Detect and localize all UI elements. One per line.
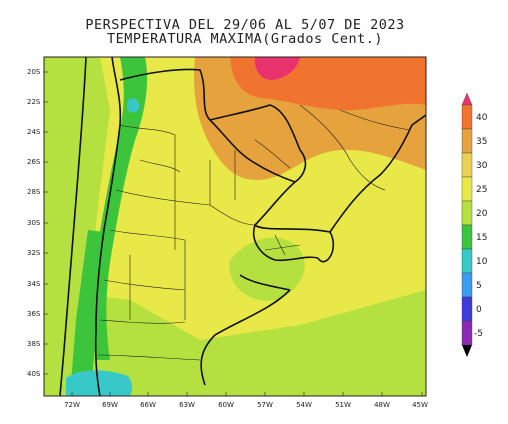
map-frame [43, 56, 427, 397]
colorbar-label: 10 [476, 257, 488, 267]
lon-label: 72W [64, 401, 80, 409]
colorbar-label: 0 [476, 305, 482, 315]
colorbar-segment [461, 224, 473, 250]
map-subtitle: TEMPERATURA MAXIMA(Grados Cent.) [106, 31, 384, 47]
colorbar-segment [461, 296, 473, 322]
longitude-axis: 72W 69W 66W 63W 60W 57W 54W 51W 48W 45W [64, 392, 428, 409]
latitude-axis: 20S 22S 24S 26S 28S 30S 32S 34S 36S 38S … [27, 68, 48, 378]
lat-label: 36S [27, 310, 41, 318]
colorbar-label: 35 [476, 137, 487, 147]
colorbar-segment [461, 104, 473, 130]
lat-label: 34S [27, 280, 41, 288]
colorbar-segment [461, 128, 473, 154]
colorbar-segment [461, 152, 473, 178]
colorbar: 40 35 30 25 20 15 10 5 0 -5 [461, 92, 488, 357]
lon-label: 45W [412, 401, 428, 409]
lat-label: 32S [27, 249, 41, 257]
lat-label: 22S [27, 98, 41, 106]
lat-label: 24S [27, 128, 41, 136]
lat-label: 28S [27, 188, 41, 196]
country-borders [59, 57, 426, 396]
colorbar-label: -5 [474, 329, 483, 339]
lat-label: 30S [27, 219, 41, 227]
colorbar-label: 25 [476, 185, 487, 195]
lon-label: 69W [102, 401, 118, 409]
temperature-field [44, 57, 426, 396]
lat-label: 26S [27, 158, 41, 166]
colorbar-top-arrow [461, 92, 473, 106]
lat-label: 40S [27, 370, 41, 378]
colorbar-segment [461, 200, 473, 226]
colorbar-segment [461, 248, 473, 274]
lon-label: 48W [374, 401, 390, 409]
province-borders [97, 104, 411, 361]
colorbar-segment [461, 176, 473, 202]
colorbar-label: 30 [476, 161, 488, 171]
lon-label: 63W [179, 401, 195, 409]
colorbar-label: 40 [476, 113, 488, 123]
colorbar-segment [461, 320, 473, 346]
lon-label: 57W [257, 401, 273, 409]
lon-label: 54W [296, 401, 312, 409]
lon-label: 66W [140, 401, 156, 409]
lon-label: 60W [218, 401, 234, 409]
map-title: PERSPECTIVA DEL 29/06 AL 5/07 DE 2023 [85, 17, 405, 33]
colorbar-label: 15 [476, 233, 487, 243]
colorbar-label: 5 [476, 281, 482, 291]
lat-label: 38S [27, 340, 41, 348]
lon-label: 51W [335, 401, 351, 409]
colorbar-segment [461, 272, 473, 298]
colorbar-label: 20 [476, 209, 488, 219]
lat-label: 20S [27, 68, 41, 76]
colorbar-bottom-arrow [462, 345, 472, 357]
